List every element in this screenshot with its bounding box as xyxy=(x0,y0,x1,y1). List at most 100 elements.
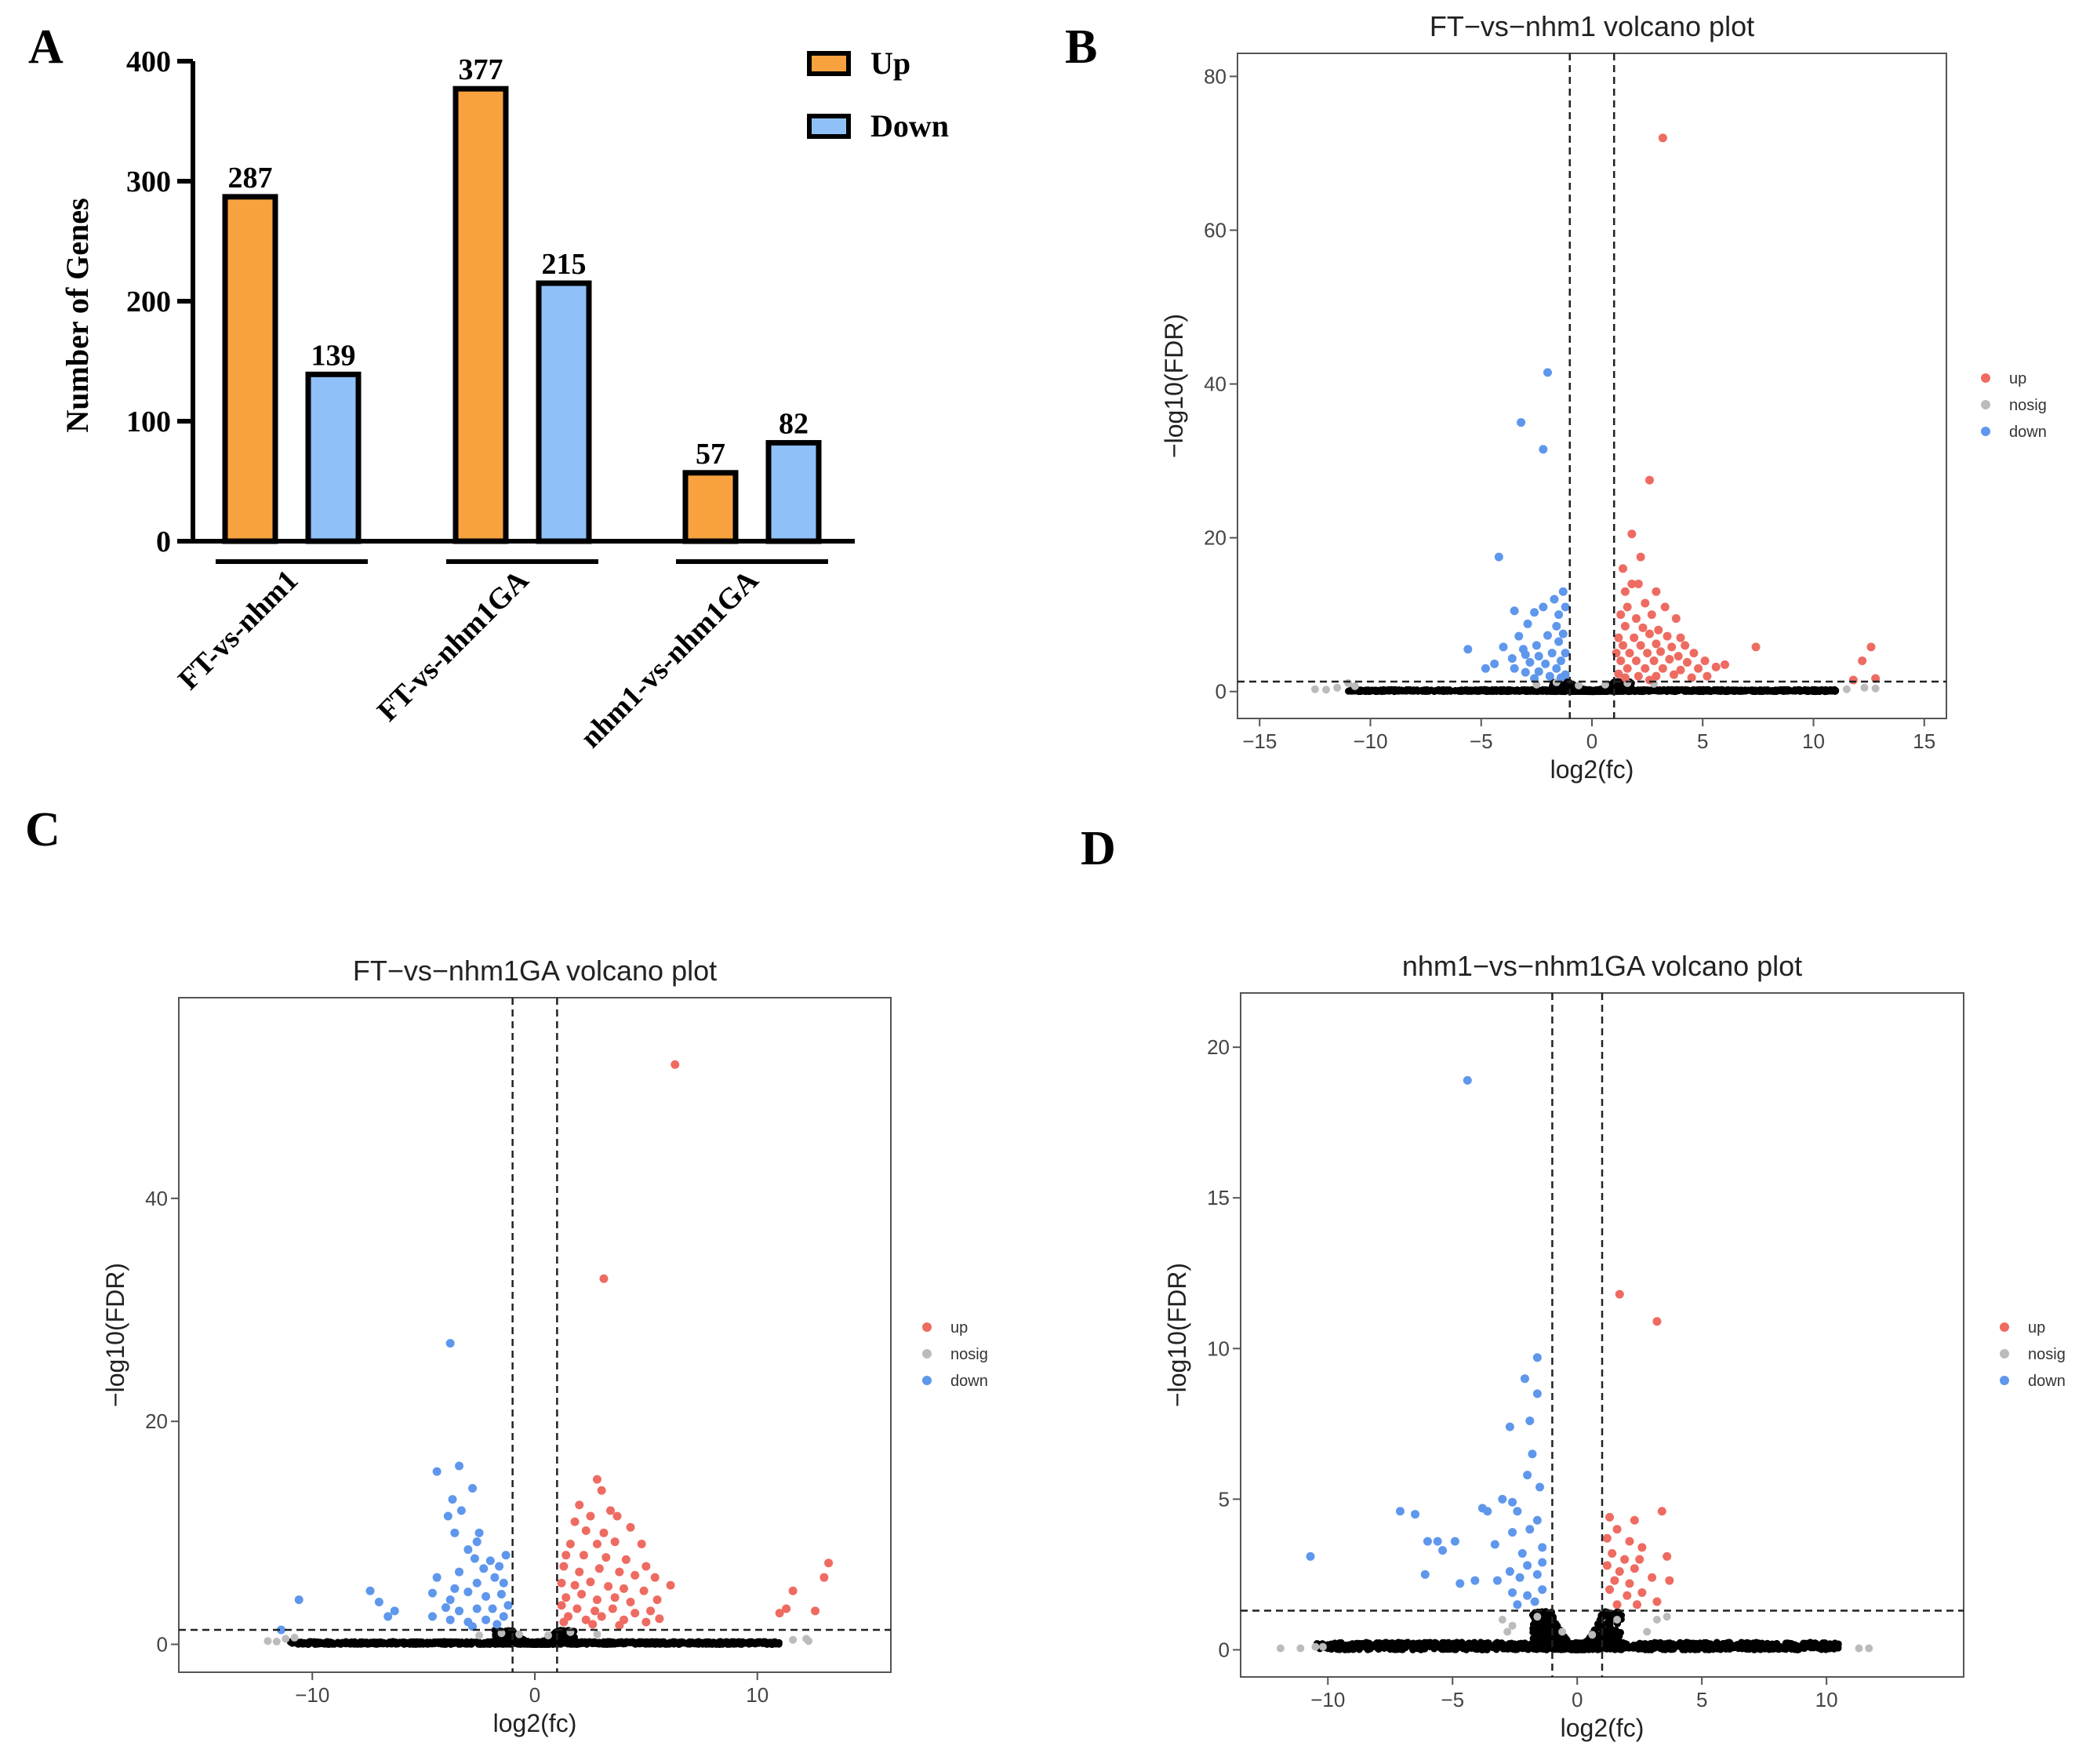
ns-point xyxy=(1615,682,1623,690)
down-point xyxy=(1494,552,1503,562)
up-point xyxy=(620,1584,628,1593)
up-point xyxy=(1711,662,1721,671)
up-point xyxy=(1632,656,1641,665)
down-point xyxy=(1556,656,1565,665)
volcano-panel-b: FT−vs−nhm1 volcano plot−15 −10 −5 0 5 10 15020… xyxy=(1160,10,2047,784)
up-point xyxy=(1667,642,1677,652)
y-tick-label: 200 xyxy=(126,286,171,318)
ns-point xyxy=(1432,1639,1440,1647)
y-tick-label: 15 xyxy=(1207,1186,1230,1209)
up-point xyxy=(1616,656,1626,665)
y-tick-label: 5 xyxy=(1219,1487,1230,1511)
down-point xyxy=(1552,664,1561,673)
ns-point xyxy=(1779,1645,1787,1653)
down-point xyxy=(1499,642,1508,652)
y-tick-label: 300 xyxy=(126,165,171,198)
up-point xyxy=(1689,649,1699,658)
up-point xyxy=(631,1570,640,1580)
down-point xyxy=(1510,664,1519,673)
ns-point xyxy=(1655,1642,1663,1649)
up-point xyxy=(561,1551,571,1560)
up-point xyxy=(639,1586,649,1595)
y-tick-label: 0 xyxy=(156,526,171,558)
down-point xyxy=(443,1511,452,1521)
nosig-point xyxy=(272,1637,281,1646)
up-point xyxy=(1636,552,1645,562)
up-point xyxy=(1721,660,1729,669)
down-point xyxy=(1543,368,1552,377)
up-point xyxy=(1700,656,1710,665)
down-point xyxy=(448,1495,457,1504)
up-point xyxy=(1620,673,1630,682)
panel-label-a: A xyxy=(28,20,64,74)
legend-dot-up xyxy=(922,1322,932,1332)
bar-chart-ylabel: Number of Genes xyxy=(60,198,95,432)
up-point xyxy=(1751,642,1761,652)
ns-point xyxy=(700,1639,708,1647)
up-point xyxy=(1671,614,1681,624)
down-point xyxy=(1463,645,1473,654)
legend-swatch-up xyxy=(807,51,851,76)
ns-point xyxy=(614,1640,622,1648)
up-point xyxy=(1848,675,1858,685)
ns-point xyxy=(485,1640,492,1648)
ns-point-cloud xyxy=(1313,1608,1842,1653)
nosig-point xyxy=(282,1635,290,1643)
ns-point xyxy=(1791,687,1799,695)
down-point xyxy=(479,1564,489,1573)
ns-point xyxy=(759,1639,767,1647)
down-point xyxy=(1556,673,1565,682)
down-point xyxy=(365,1586,375,1595)
up-point xyxy=(1630,633,1639,642)
panel-label-c: C xyxy=(25,803,60,857)
up-point xyxy=(1866,642,1876,652)
category-label: nhm1-vs-nhm1GA xyxy=(574,563,765,755)
legend-dot-down xyxy=(1981,427,1990,436)
down-point xyxy=(1534,652,1543,661)
down-point xyxy=(442,1603,450,1613)
ns-point xyxy=(1801,686,1809,693)
ns-point xyxy=(1752,1645,1760,1653)
ns-point xyxy=(604,1639,612,1647)
plot-title: FT−vs−nhm1GA volcano plot xyxy=(353,955,717,987)
x-tick-label: 5 xyxy=(1697,729,1708,753)
down-point xyxy=(496,1589,506,1599)
down-point xyxy=(501,1551,511,1560)
ns-point xyxy=(376,1639,384,1646)
up-point xyxy=(775,1609,784,1618)
up-point xyxy=(652,1595,662,1605)
down-point xyxy=(445,1595,455,1605)
up-point xyxy=(1654,625,1663,635)
nosig-point xyxy=(1601,680,1609,689)
nosig-point xyxy=(1322,686,1330,694)
up-point xyxy=(1641,598,1650,608)
down-point xyxy=(450,1528,460,1537)
down-point xyxy=(1554,637,1564,646)
ns-point-cloud xyxy=(286,1626,783,1648)
down-point xyxy=(1490,659,1499,668)
up-point xyxy=(597,1486,606,1495)
bar-down xyxy=(536,280,592,544)
x-tick-label: 10 xyxy=(746,1683,769,1707)
down-point xyxy=(450,1584,460,1593)
up-point xyxy=(1687,673,1696,682)
ns-point xyxy=(1512,1644,1520,1652)
up-point xyxy=(1634,671,1643,681)
nosig-point xyxy=(290,1633,299,1642)
ns-point xyxy=(1705,686,1713,693)
nosig-point xyxy=(515,1630,524,1639)
y-tick-label: 40 xyxy=(1204,373,1227,396)
down-point xyxy=(1558,629,1568,638)
ns-point xyxy=(1756,686,1764,694)
plot-title: nhm1−vs−nhm1GA volcano plot xyxy=(1402,950,1802,982)
ns-point xyxy=(1742,1644,1750,1652)
up-point xyxy=(666,1580,675,1590)
ns-point xyxy=(1531,686,1539,694)
ns-point xyxy=(1734,687,1742,695)
up-point xyxy=(586,1511,595,1521)
bar-value-label: 57 xyxy=(696,438,725,471)
down-point xyxy=(432,1573,442,1582)
ns-point xyxy=(1713,1639,1721,1646)
ns-point xyxy=(1678,1644,1686,1652)
ns-point xyxy=(1699,686,1706,694)
